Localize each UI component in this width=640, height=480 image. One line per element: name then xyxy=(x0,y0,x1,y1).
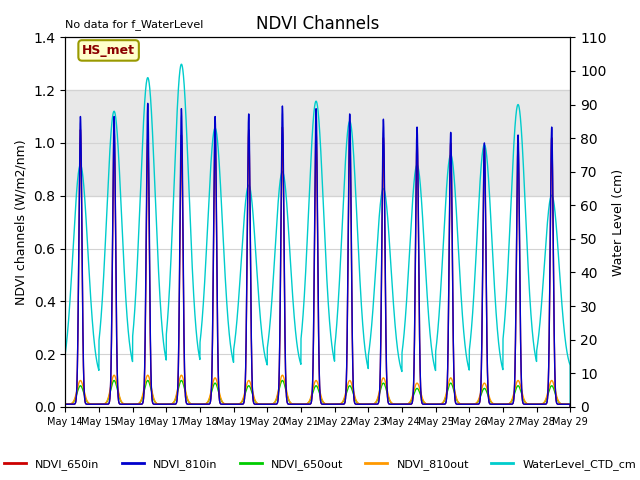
Y-axis label: Water Level (cm): Water Level (cm) xyxy=(612,168,625,276)
Y-axis label: NDVI channels (W/m2/nm): NDVI channels (W/m2/nm) xyxy=(15,139,28,305)
Legend: NDVI_650in, NDVI_810in, NDVI_650out, NDVI_810out, WaterLevel_CTD_cm: NDVI_650in, NDVI_810in, NDVI_650out, NDV… xyxy=(0,455,640,474)
Title: NDVI Channels: NDVI Channels xyxy=(256,15,380,33)
Text: No data for f_WaterLevel: No data for f_WaterLevel xyxy=(65,19,204,30)
Text: HS_met: HS_met xyxy=(82,44,135,57)
Bar xyxy=(65,90,570,196)
